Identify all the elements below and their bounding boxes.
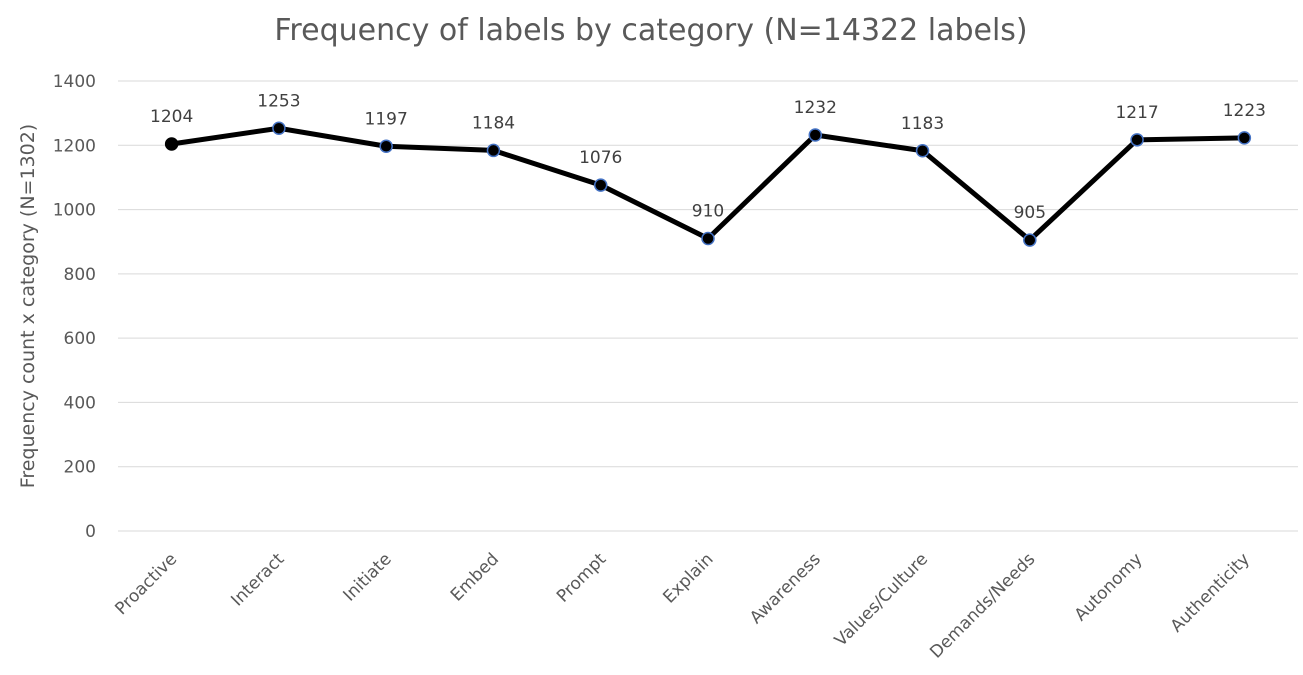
x-axis-ticks: Proactive Interact Initiate Embed Prompt Expl… — [111, 549, 1253, 662]
data-label: 1223 — [1223, 101, 1266, 121]
data-label: 1253 — [257, 91, 300, 111]
x-tick-label: Demands/Needs — [926, 549, 1039, 662]
data-point — [486, 143, 501, 158]
data-point — [164, 137, 179, 151]
x-tick-label: Authenticity — [1167, 549, 1254, 636]
y-tick-label: 1200 — [53, 136, 96, 156]
y-tick-label: 800 — [64, 265, 96, 285]
x-tick-label: Prompt — [553, 549, 611, 607]
data-label: 910 — [692, 202, 724, 222]
y-tick-label: 1400 — [53, 72, 96, 92]
y-tick-label: 1000 — [53, 201, 96, 221]
data-label: 905 — [1014, 203, 1046, 223]
data-point — [1130, 133, 1144, 147]
y-tick-label: 200 — [64, 458, 96, 478]
data-label: 1076 — [579, 148, 622, 168]
x-tick-label: Values/Culture — [831, 549, 932, 650]
data-labels: 1204 1253 1197 1184 1076 910 1232 1183 905 1217 12… — [150, 91, 1266, 223]
data-label: 1184 — [472, 113, 515, 133]
data-point — [1237, 131, 1252, 145]
x-tick-label: Initiate — [340, 549, 396, 605]
chart-title: Frequency of labels by category (N=14322… — [274, 13, 1027, 48]
data-point — [1023, 233, 1037, 247]
x-tick-label: Embed — [447, 549, 503, 605]
series-group — [164, 121, 1252, 247]
data-point — [272, 121, 286, 135]
y-tick-label: 600 — [64, 329, 96, 349]
gridlines — [118, 80, 1298, 532]
data-label: 1204 — [150, 107, 193, 127]
y-axis-ticks: 0 200 400 600 800 1000 1200 1400 — [53, 72, 96, 542]
y-tick-label: 0 — [85, 522, 96, 542]
data-point — [379, 139, 393, 153]
data-label: 1197 — [365, 109, 408, 129]
data-label: 1183 — [901, 114, 944, 134]
y-axis-label: Frequency count x category (N=1302) — [17, 124, 39, 488]
x-tick-label: Autonomy — [1071, 549, 1147, 625]
data-point — [701, 231, 715, 246]
x-tick-label: Interact — [227, 549, 288, 610]
data-point — [915, 144, 930, 158]
x-tick-label: Proactive — [111, 549, 181, 619]
data-label: 1232 — [794, 98, 837, 118]
x-tick-label: Explain — [659, 549, 717, 607]
y-tick-label: 400 — [64, 393, 96, 413]
x-tick-label: Awareness — [746, 549, 825, 628]
data-point — [593, 178, 608, 192]
data-label: 1217 — [1115, 103, 1158, 123]
data-point — [808, 128, 823, 142]
